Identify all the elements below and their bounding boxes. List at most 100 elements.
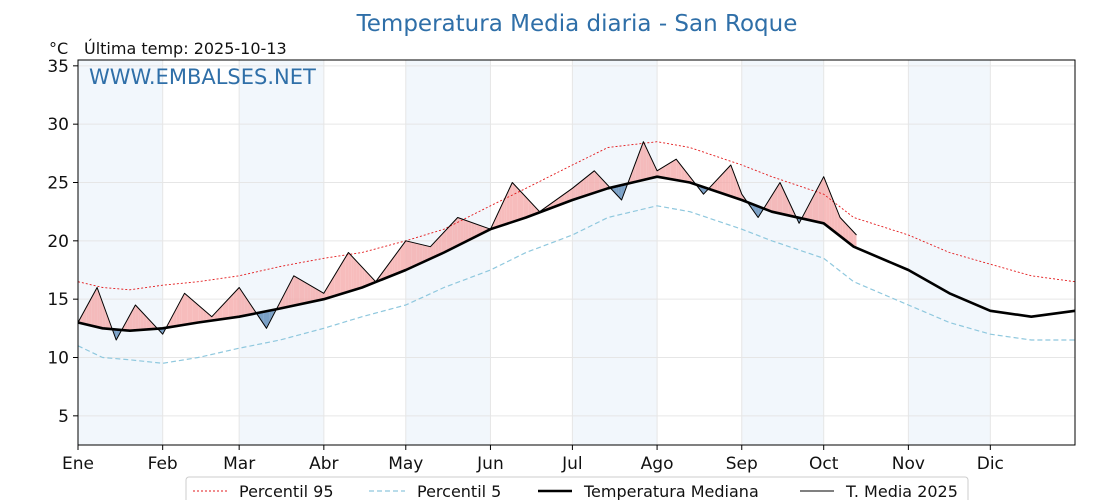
warm-anomaly xyxy=(509,182,513,223)
warm-anomaly xyxy=(714,179,718,192)
x-tick-label: Nov xyxy=(892,454,925,474)
warm-anomaly xyxy=(465,220,469,242)
y-tick-label: 30 xyxy=(47,115,69,135)
y-tick-label: 15 xyxy=(47,290,69,310)
warm-anomaly xyxy=(187,295,190,325)
cool-anomaly xyxy=(116,329,119,340)
warm-anomaly xyxy=(528,200,532,217)
warm-anomaly xyxy=(517,188,521,221)
warm-anomaly xyxy=(728,165,731,197)
warm-anomaly xyxy=(766,200,770,211)
warm-anomaly xyxy=(416,243,420,265)
warm-anomaly xyxy=(329,279,332,298)
warm-anomaly xyxy=(184,293,188,325)
warm-anomaly xyxy=(422,244,425,263)
warm-anomaly xyxy=(419,244,423,264)
warm-anomaly xyxy=(209,314,212,321)
warm-anomaly xyxy=(719,173,723,194)
warm-anomaly xyxy=(334,270,338,296)
warm-anomaly xyxy=(831,197,835,232)
warm-anomaly xyxy=(392,255,395,276)
warm-anomaly xyxy=(195,302,199,323)
warm-anomaly xyxy=(676,159,679,181)
warm-anomaly xyxy=(572,186,576,200)
y-axis: 5 10 15 20 25 30 35 xyxy=(47,57,78,427)
warm-anomaly xyxy=(681,166,685,182)
warm-anomaly xyxy=(340,261,343,295)
warm-anomaly xyxy=(105,310,108,329)
x-tick-label: Mar xyxy=(223,454,255,474)
warm-anomaly xyxy=(449,223,453,250)
warm-anomaly xyxy=(504,194,507,225)
warm-anomaly xyxy=(97,287,100,328)
cool-anomaly xyxy=(752,204,756,214)
warm-anomaly xyxy=(91,292,95,327)
warm-anomaly xyxy=(222,302,226,319)
warm-anomaly xyxy=(414,242,417,267)
month-band-3 xyxy=(572,60,658,445)
warm-anomaly xyxy=(143,313,147,330)
warm-anomaly xyxy=(534,205,537,215)
warm-anomaly xyxy=(304,282,308,304)
warm-anomaly xyxy=(397,248,401,274)
warm-anomaly xyxy=(356,261,360,290)
warm-anomaly xyxy=(771,191,775,213)
warm-anomaly xyxy=(654,165,658,178)
warm-anomaly xyxy=(307,283,311,303)
warm-anomaly xyxy=(80,312,84,324)
warm-anomaly xyxy=(730,165,734,198)
warm-anomaly xyxy=(460,218,464,245)
x-tick-label: Dic xyxy=(977,454,1004,474)
plot-frame xyxy=(77,59,1076,446)
warm-anomaly xyxy=(520,191,524,220)
warm-anomaly xyxy=(657,169,660,178)
warm-anomaly xyxy=(220,305,223,320)
warm-anomaly xyxy=(198,305,201,323)
warm-anomaly xyxy=(403,240,406,272)
warm-anomaly xyxy=(821,176,824,224)
warm-anomaly xyxy=(129,310,133,331)
warm-anomaly xyxy=(343,257,346,294)
warm-anomaly xyxy=(233,290,237,318)
watermark: WWW.EMBALSES.NET xyxy=(89,65,316,89)
warm-anomaly xyxy=(228,296,231,319)
warm-anomaly xyxy=(818,181,821,223)
warm-anomaly xyxy=(146,316,149,330)
x-tick-label: Jun xyxy=(476,454,504,474)
warm-anomaly xyxy=(424,245,428,262)
warm-anomaly xyxy=(640,141,644,181)
warm-anomaly xyxy=(670,160,674,180)
warm-anomaly xyxy=(834,203,838,234)
month-band-1 xyxy=(239,60,324,445)
legend-label-2025: T. Media 2025 xyxy=(845,482,958,500)
warm-anomaly xyxy=(138,307,141,331)
warm-anomaly xyxy=(474,223,477,238)
warm-anomaly xyxy=(353,258,357,290)
warm-anomaly xyxy=(181,293,185,326)
cool-anomaly xyxy=(263,311,267,329)
warm-anomaly xyxy=(381,270,384,280)
warm-anomaly xyxy=(845,223,849,243)
warm-anomaly xyxy=(599,176,603,191)
warm-anomaly xyxy=(840,217,843,239)
warm-anomaly xyxy=(348,252,352,292)
warm-anomaly xyxy=(717,176,720,193)
warm-anomaly xyxy=(280,296,283,309)
warm-anomaly xyxy=(291,275,294,307)
warm-anomaly xyxy=(86,302,89,326)
warm-anomaly xyxy=(577,181,581,199)
warm-anomaly xyxy=(310,285,313,303)
warm-anomaly xyxy=(88,297,92,326)
warm-anomaly xyxy=(345,252,349,293)
warm-anomaly xyxy=(812,192,816,222)
x-tick-label: Abr xyxy=(309,454,338,474)
warm-anomaly xyxy=(561,194,565,205)
warm-anomaly xyxy=(646,147,649,180)
cool-anomaly xyxy=(758,206,761,218)
warm-anomaly xyxy=(848,226,851,245)
warm-anomaly xyxy=(433,240,436,258)
x-tick-label: May xyxy=(388,454,423,474)
warm-anomaly xyxy=(441,232,444,254)
warm-anomaly xyxy=(777,182,780,214)
warm-anomaly xyxy=(665,164,668,179)
